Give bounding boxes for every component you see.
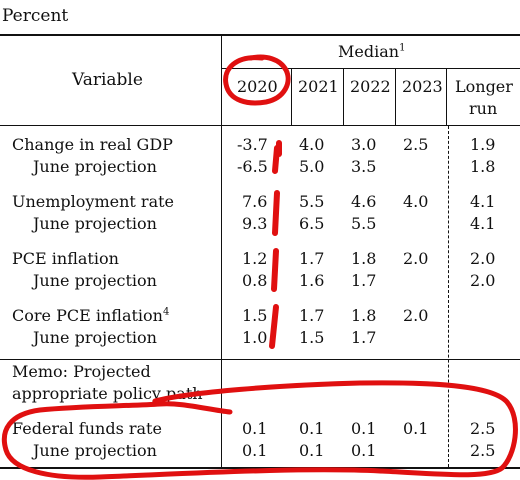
cell: 4.1 bbox=[470, 214, 496, 233]
cell: 1.8 bbox=[351, 306, 377, 325]
cell: 5.5 bbox=[351, 214, 377, 233]
longer-run-header-line1: Longer bbox=[455, 77, 513, 96]
cell: 2.0 bbox=[470, 249, 496, 268]
year-header-2021: 2021 bbox=[298, 77, 339, 96]
cell: 3.0 bbox=[351, 135, 377, 154]
cell: 1.7 bbox=[299, 306, 325, 325]
cell: 1.5 bbox=[299, 328, 325, 347]
cell: 2.5 bbox=[470, 441, 496, 460]
cell: 2.5 bbox=[403, 135, 429, 154]
memo-line-2: appropriate policy path bbox=[12, 384, 203, 403]
cell: 2.0 bbox=[403, 249, 429, 268]
cell: 1.9 bbox=[470, 135, 496, 154]
cell: 2.0 bbox=[403, 306, 429, 325]
cell: 0.1 bbox=[403, 419, 429, 438]
year-header-2022: 2022 bbox=[350, 77, 391, 96]
median-footnote-marker: 1 bbox=[399, 42, 406, 54]
cell: 0.1 bbox=[299, 441, 325, 460]
cell: -6.5 bbox=[237, 157, 268, 176]
year-divider-1 bbox=[291, 69, 292, 126]
row-label: Change in real GDP bbox=[12, 135, 173, 154]
variable-column-divider bbox=[221, 35, 222, 467]
cell: 1.7 bbox=[299, 249, 325, 268]
cell: 7.6 bbox=[242, 192, 268, 211]
row-label: Federal funds rate bbox=[12, 419, 162, 438]
cell: 5.0 bbox=[299, 157, 325, 176]
cell: 0.1 bbox=[242, 441, 268, 460]
cell: 1.5 bbox=[242, 306, 268, 325]
cell: 0.8 bbox=[242, 271, 268, 290]
row-label: June projection bbox=[33, 328, 157, 347]
row-label: June projection bbox=[33, 441, 157, 460]
year-header-2020: 2020 bbox=[237, 77, 278, 96]
cell: 0.1 bbox=[299, 419, 325, 438]
cell: 4.6 bbox=[351, 192, 377, 211]
tick-mark-annotation bbox=[272, 190, 280, 236]
row-label: June projection bbox=[33, 271, 157, 290]
unit-label: Percent bbox=[2, 6, 69, 26]
cell: 1.8 bbox=[470, 157, 496, 176]
cell: 1.8 bbox=[351, 249, 377, 268]
year-divider-4 bbox=[446, 69, 447, 126]
cell: 0.1 bbox=[242, 419, 268, 438]
memo-rule bbox=[0, 359, 520, 360]
cell: 0.1 bbox=[351, 441, 377, 460]
longer-run-header-line2: run bbox=[469, 99, 498, 118]
cell: -3.7 bbox=[237, 135, 268, 154]
cell: 9.3 bbox=[242, 214, 268, 233]
cell: 3.5 bbox=[351, 157, 377, 176]
tick-mark-annotation bbox=[271, 248, 279, 292]
year-divider-3 bbox=[395, 69, 396, 126]
median-header: Median1 bbox=[338, 42, 406, 61]
median-header-text: Median bbox=[338, 42, 400, 61]
longer-run-dashed-divider bbox=[448, 126, 449, 467]
cell: 6.5 bbox=[299, 214, 325, 233]
cell: 2.0 bbox=[470, 271, 496, 290]
cell: 1.7 bbox=[351, 271, 377, 290]
row-label: June projection bbox=[33, 157, 157, 176]
footnote-marker: 4 bbox=[162, 306, 170, 318]
cell: 2.5 bbox=[470, 419, 496, 438]
tick-mark-annotation bbox=[272, 145, 280, 174]
cell: 4.0 bbox=[299, 135, 325, 154]
bottom-rule bbox=[0, 467, 520, 469]
variable-header: Variable bbox=[72, 70, 143, 90]
year-header-2023: 2023 bbox=[402, 77, 443, 96]
tick-mark-annotation bbox=[269, 304, 279, 349]
cell: 0.1 bbox=[351, 419, 377, 438]
cell: 1.6 bbox=[299, 271, 325, 290]
median-underline bbox=[222, 68, 520, 69]
row-label-text: Core PCE inflation bbox=[12, 306, 163, 325]
row-label: Unemployment rate bbox=[12, 192, 175, 211]
year-divider-2 bbox=[343, 69, 344, 126]
cell: 1.2 bbox=[242, 249, 268, 268]
cell: 5.5 bbox=[299, 192, 325, 211]
row-label: June projection bbox=[33, 214, 157, 233]
cell: 4.1 bbox=[470, 192, 496, 211]
memo-line-1: Memo: Projected bbox=[12, 362, 151, 381]
cell: 4.0 bbox=[403, 192, 429, 211]
cell: 1.7 bbox=[351, 328, 377, 347]
row-label: Core PCE inflation4 bbox=[12, 306, 170, 325]
cell: 1.0 bbox=[242, 328, 268, 347]
top-rule bbox=[0, 34, 520, 36]
header-rule bbox=[0, 125, 520, 126]
row-label: PCE inflation bbox=[12, 249, 119, 268]
